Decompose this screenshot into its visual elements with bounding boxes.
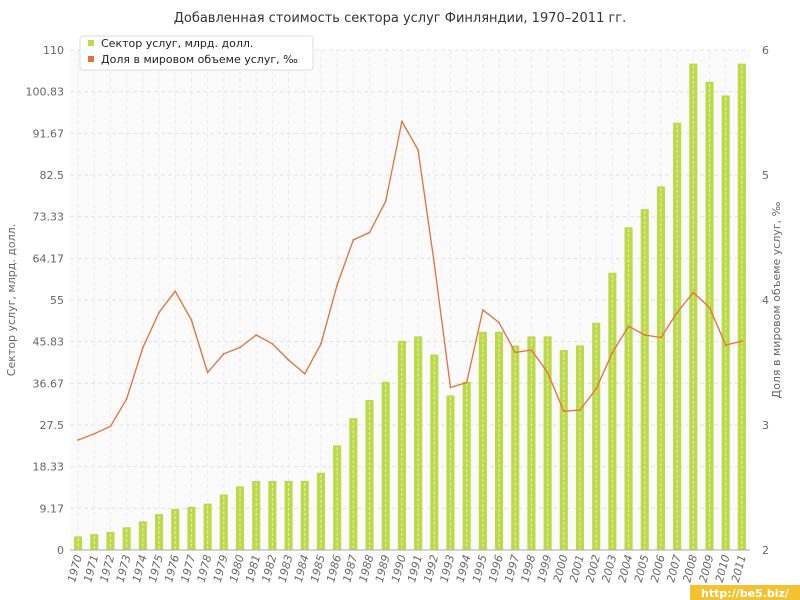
line-series: [77, 120, 743, 441]
legend-label-line: Доля в мировом объеме услуг, ‰: [101, 53, 298, 66]
left-axis-ticks: 0 9.17 18.33 27.5 36.67 45.83 55 64.17 73.33 82.5…: [26, 44, 65, 557]
bar: [624, 227, 633, 551]
x-axis-ticks: 1970197119721973197419751976197719781979…: [65, 553, 749, 583]
left-axis-tick-label: 73.33: [33, 211, 65, 224]
line-point: [708, 306, 711, 309]
line-point: [287, 359, 290, 361]
left-axis-tick-label: 100.83: [26, 86, 65, 99]
line-point: [384, 200, 387, 203]
line-point: [352, 239, 355, 241]
watermark-bg: [690, 585, 800, 600]
left-axis-tick-label: 18.33: [33, 461, 65, 474]
legend-swatch-line: [88, 56, 94, 62]
left-axis-tick-label: 27.5: [40, 419, 65, 432]
bar: [349, 418, 358, 550]
bar: [656, 186, 665, 550]
line-point: [546, 371, 549, 374]
line-point: [417, 149, 419, 151]
line-point: [109, 425, 112, 428]
line-point: [611, 351, 614, 354]
right-axis-tick-label: 5: [762, 169, 769, 182]
line-point: [498, 321, 500, 324]
legend: Сектор услуг, млрд. долл. Доля в мировом…: [79, 35, 314, 71]
line-point: [514, 351, 517, 354]
right-axis-ticks: 2 3 4 5 6: [762, 44, 769, 557]
line-point: [627, 325, 630, 328]
line-point: [481, 309, 484, 311]
line-point: [368, 231, 371, 234]
line-point: [692, 291, 695, 294]
legend-swatch-bar: [88, 40, 94, 46]
line-point: [579, 409, 581, 411]
line-point: [174, 290, 177, 293]
line-point: [433, 262, 436, 265]
line-point: [336, 284, 339, 286]
bar: [74, 536, 83, 550]
line-point: [93, 432, 96, 435]
line-point: [676, 311, 679, 314]
bar: [235, 486, 245, 550]
left-axis-tick-label: 45.83: [33, 336, 65, 349]
bar: [187, 506, 196, 550]
line-point: [465, 381, 468, 384]
left-axis-tick-label: 36.67: [33, 377, 65, 390]
bar: [414, 336, 423, 550]
line-point: [190, 319, 193, 321]
line-point: [643, 334, 646, 336]
left-axis-tick-label: 0: [57, 544, 64, 557]
right-axis-tick-label: 4: [762, 294, 769, 307]
bar: [527, 336, 536, 550]
line-point: [239, 346, 241, 349]
legend-label-bar: Сектор услуг, млрд. долл.: [101, 37, 253, 50]
watermark-text: http://be5.biz/: [701, 587, 790, 600]
line-point: [449, 386, 452, 389]
legend-box: [79, 35, 314, 71]
left-axis-tick-label: 55: [50, 294, 64, 307]
line-point: [595, 387, 598, 390]
right-axis-tick-label: 2: [762, 544, 769, 557]
line-point: [206, 371, 209, 374]
right-axis-title: Доля в мировом объеме услуг, ‰: [770, 201, 783, 398]
line-point: [141, 346, 144, 349]
watermark: http://be5.biz/: [690, 585, 800, 600]
chart-title: Добавленная стоимость сектора услуг Финл…: [174, 11, 627, 26]
right-axis-tick-label: 6: [762, 44, 769, 57]
line-path: [77, 120, 743, 441]
line-point: [401, 120, 403, 123]
line-point: [77, 439, 79, 441]
line-point: [255, 334, 258, 336]
line-point: [562, 410, 565, 413]
left-axis-tick-label: 110: [43, 44, 64, 57]
line-point: [158, 311, 160, 314]
line-point: [530, 349, 533, 351]
line-point: [724, 344, 727, 346]
left-axis-tick-label: 91.67: [33, 127, 65, 140]
left-axis-tick-label: 64.17: [33, 252, 65, 265]
line-point: [660, 336, 662, 339]
line-point: [271, 342, 274, 345]
bar: [543, 336, 552, 550]
bar: [122, 527, 131, 550]
line-point: [320, 342, 322, 345]
bar: [171, 509, 180, 550]
left-axis-title: Сектор услуг, млрд. долл.: [5, 224, 18, 376]
line-point: [222, 352, 225, 355]
left-axis-tick-label: 82.5: [40, 169, 65, 182]
right-axis-tick-label: 3: [762, 419, 769, 432]
left-axis-tick-label: 9.17: [40, 502, 65, 515]
line-point: [303, 372, 306, 375]
bar-series: [74, 63, 746, 551]
line-point: [741, 340, 743, 343]
bar: [640, 209, 649, 550]
line-point: [125, 397, 128, 400]
